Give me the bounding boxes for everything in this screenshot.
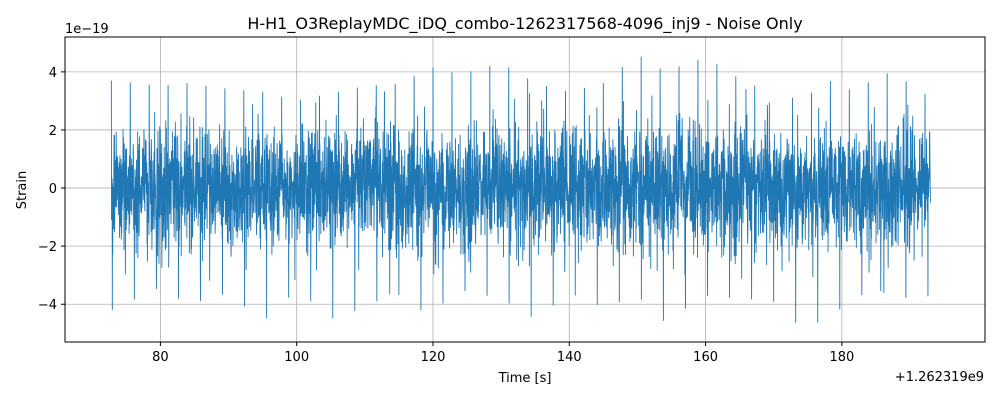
x-tick-label: 100 <box>284 350 309 365</box>
y-tick-label: −2 <box>38 240 57 255</box>
y-axis-scale-label: 1e−19 <box>65 22 109 37</box>
noise-series-line <box>110 56 931 323</box>
chart-title: H-H1_O3ReplayMDC_iDQ_combo-1262317568-40… <box>247 14 802 34</box>
x-tick-label: 180 <box>829 350 854 365</box>
y-axis-label: Strain <box>15 171 30 210</box>
y-tick-label: 4 <box>49 66 57 81</box>
x-tick-label: 140 <box>557 350 582 365</box>
x-axis-label: Time [s] <box>498 371 552 386</box>
y-tick-label: −4 <box>38 298 57 313</box>
y-tick-label: 2 <box>49 124 57 139</box>
x-tick-label: 80 <box>152 350 169 365</box>
x-tick-label: 120 <box>421 350 446 365</box>
plot-frame <box>64 36 986 343</box>
x-tick-label: 160 <box>693 350 718 365</box>
axis-ticks: 80 100 120 140 160 180 −4 −2 0 2 4 <box>38 66 854 365</box>
noise-series <box>110 56 931 323</box>
y-tick-label: 0 <box>49 182 57 197</box>
x-axis-offset-label: +1.262319e9 <box>895 370 984 385</box>
